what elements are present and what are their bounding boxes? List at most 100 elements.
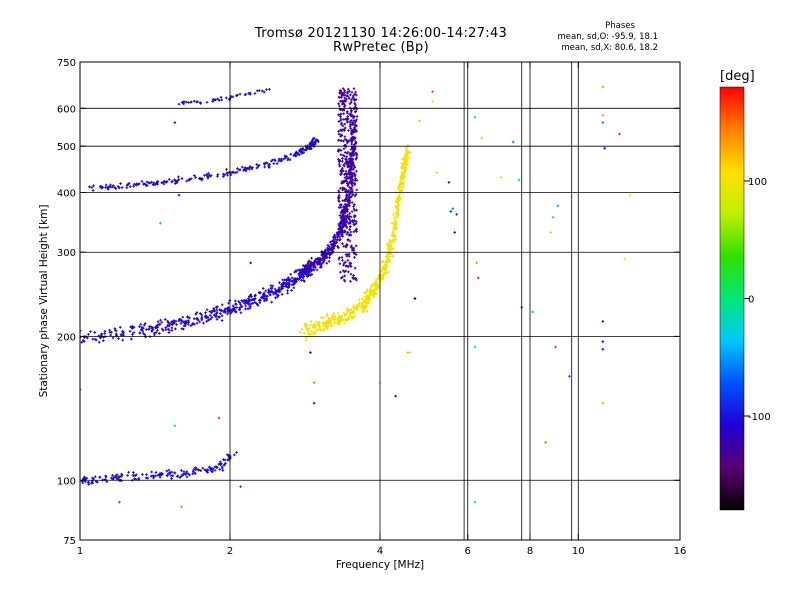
- echo-point: [182, 470, 186, 473]
- echo-point: [386, 271, 390, 274]
- echo-point: [341, 188, 344, 192]
- echo-point: [227, 458, 231, 462]
- echo-point: [373, 292, 376, 296]
- echo-point: [156, 325, 159, 329]
- echo-point: [192, 99, 196, 103]
- echo-point: [253, 301, 257, 304]
- echo-point: [209, 174, 212, 178]
- echo-point: [302, 331, 306, 335]
- echo-point: [113, 327, 117, 330]
- echo-point: [171, 179, 174, 183]
- echo-point: [344, 206, 347, 209]
- echo-point: [316, 260, 320, 263]
- echo-point: [339, 186, 342, 190]
- chart-title: Tromsø 20121130 14:26:00-14:27:43: [254, 26, 508, 41]
- echo-point: [232, 170, 235, 174]
- echo-point: [296, 153, 300, 156]
- echo-point: [345, 177, 348, 181]
- echo-point: [314, 326, 318, 330]
- echo-point: [141, 473, 144, 476]
- echo-point: [227, 306, 230, 310]
- echo-point: [158, 473, 161, 476]
- echo-point: [343, 154, 346, 158]
- echo-point: [480, 136, 484, 140]
- echo-point: [349, 107, 353, 111]
- echo-point: [219, 463, 222, 466]
- echo-point: [386, 243, 389, 247]
- echo-point: [362, 308, 365, 312]
- echo-point: [247, 299, 250, 302]
- echo-point: [337, 138, 340, 142]
- echo-point: [339, 118, 343, 122]
- echo-point: [192, 322, 196, 326]
- echo-point: [326, 244, 330, 247]
- echo-point: [390, 241, 393, 244]
- echo-point: [267, 291, 270, 294]
- echo-point: [408, 351, 412, 354]
- echo-point: [142, 323, 146, 327]
- echo-point: [222, 458, 225, 461]
- echo-point: [244, 169, 248, 173]
- echo-point: [348, 162, 352, 165]
- echo-point: [354, 220, 358, 223]
- echo-point: [169, 474, 173, 478]
- echo-point: [344, 253, 348, 256]
- echo-point: [351, 172, 355, 176]
- echo-point: [209, 317, 212, 321]
- echo-point: [380, 275, 383, 279]
- echo-point: [194, 466, 197, 469]
- echo-point: [310, 273, 314, 276]
- echo-point: [393, 223, 396, 226]
- echo-point: [243, 300, 247, 303]
- echo-point: [114, 475, 118, 479]
- echo-point: [343, 173, 346, 176]
- echo-point: [235, 310, 238, 314]
- echo-point: [346, 216, 350, 220]
- echo-point: [381, 259, 385, 263]
- echo-point: [233, 171, 237, 175]
- echo-point: [131, 333, 134, 336]
- echo-point: [286, 289, 289, 292]
- echo-point: [225, 171, 229, 175]
- echo-point: [331, 245, 334, 249]
- echo-point: [337, 222, 341, 226]
- echo-point: [405, 158, 409, 162]
- echo-point: [352, 136, 356, 139]
- echo-point: [365, 310, 368, 313]
- echo-point: [343, 229, 346, 233]
- echo-point: [164, 326, 167, 329]
- echo-point: [344, 190, 347, 193]
- echo-point: [345, 226, 349, 229]
- echo-point: [384, 264, 388, 268]
- echo-point: [395, 222, 398, 226]
- echo-point: [330, 239, 334, 243]
- echo-point: [323, 249, 327, 253]
- echo-point: [338, 235, 342, 239]
- echo-point: [222, 310, 226, 314]
- echo-point: [261, 297, 265, 300]
- echo-point: [242, 299, 246, 302]
- echo-point: [143, 333, 147, 337]
- echo-point: [350, 182, 354, 185]
- echo-point: [342, 278, 346, 282]
- echo-point: [307, 259, 311, 263]
- echo-point: [354, 222, 358, 225]
- echo-point: [217, 99, 221, 102]
- echo-point: [347, 198, 351, 202]
- echo-point: [178, 317, 181, 321]
- echo-point: [348, 172, 352, 175]
- echo-point: [132, 471, 135, 474]
- echo-point: [102, 478, 106, 482]
- echo-point: [342, 112, 346, 116]
- echo-point: [343, 214, 347, 218]
- echo-point: [208, 310, 212, 313]
- echo-point: [345, 207, 349, 211]
- echo-point: [145, 180, 149, 184]
- echo-point: [211, 98, 215, 102]
- echo-point: [342, 321, 346, 325]
- echo-point: [100, 186, 104, 190]
- echo-point: [347, 139, 351, 143]
- echo-point: [603, 146, 607, 150]
- echo-point: [353, 266, 357, 270]
- echo-point: [184, 324, 187, 327]
